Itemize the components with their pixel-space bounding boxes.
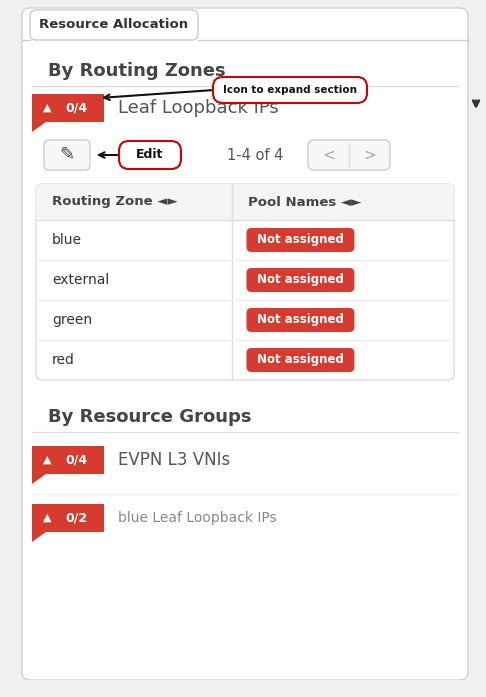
Text: external: external xyxy=(52,273,109,287)
Text: By Resource Groups: By Resource Groups xyxy=(48,408,251,426)
Text: Not assigned: Not assigned xyxy=(257,314,344,326)
FancyBboxPatch shape xyxy=(36,184,454,380)
Text: ▲: ▲ xyxy=(43,513,51,523)
Text: By Routing Zones: By Routing Zones xyxy=(48,62,226,80)
Text: blue: blue xyxy=(52,233,82,247)
Polygon shape xyxy=(32,94,104,132)
FancyBboxPatch shape xyxy=(308,140,390,170)
Text: ▲: ▲ xyxy=(43,455,51,465)
FancyBboxPatch shape xyxy=(246,308,354,332)
Text: Not assigned: Not assigned xyxy=(257,273,344,286)
Text: Icon to expand section: Icon to expand section xyxy=(223,85,357,95)
Polygon shape xyxy=(32,504,104,542)
FancyBboxPatch shape xyxy=(246,228,354,252)
FancyBboxPatch shape xyxy=(246,268,354,292)
Text: Leaf Loopback IPs: Leaf Loopback IPs xyxy=(118,99,279,117)
FancyBboxPatch shape xyxy=(36,184,454,220)
Text: Pool Names ◄►: Pool Names ◄► xyxy=(248,195,362,208)
Text: >: > xyxy=(363,148,376,162)
Text: EVPN L3 VNIs: EVPN L3 VNIs xyxy=(118,451,230,469)
FancyBboxPatch shape xyxy=(213,77,367,103)
Text: Not assigned: Not assigned xyxy=(257,353,344,367)
Bar xyxy=(0,680,486,697)
Text: green: green xyxy=(52,313,92,327)
Text: <: < xyxy=(322,148,335,162)
Text: 1-4 of 4: 1-4 of 4 xyxy=(227,148,283,162)
Text: Resource Allocation: Resource Allocation xyxy=(39,19,189,31)
Polygon shape xyxy=(32,446,104,484)
FancyBboxPatch shape xyxy=(44,140,90,170)
Text: blue Leaf Loopback IPs: blue Leaf Loopback IPs xyxy=(118,511,277,525)
Text: 0/4: 0/4 xyxy=(65,454,87,466)
Text: ✎: ✎ xyxy=(59,146,74,164)
FancyBboxPatch shape xyxy=(246,348,354,372)
Text: Edit: Edit xyxy=(136,148,164,162)
Text: Routing Zone ◄►: Routing Zone ◄► xyxy=(52,195,178,208)
Text: 0/2: 0/2 xyxy=(65,512,87,525)
FancyBboxPatch shape xyxy=(119,141,181,169)
FancyBboxPatch shape xyxy=(30,10,198,40)
Text: Not assigned: Not assigned xyxy=(257,233,344,247)
Text: red: red xyxy=(52,353,75,367)
Text: 0/4: 0/4 xyxy=(65,102,87,114)
Text: ▲: ▲ xyxy=(43,103,51,113)
FancyBboxPatch shape xyxy=(22,8,468,680)
